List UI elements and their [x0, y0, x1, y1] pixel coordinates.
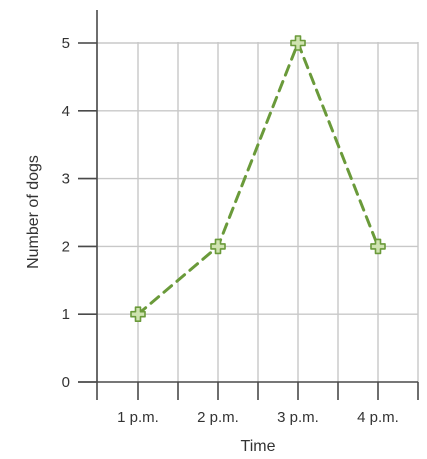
plus-icon	[290, 35, 306, 51]
y-tick-label: 3	[62, 171, 70, 188]
plus-icon	[370, 238, 386, 255]
x-tick-label: 3 p.m.	[277, 409, 319, 426]
plus-icon	[130, 306, 146, 323]
y-tick-label: 2	[62, 238, 70, 255]
x-axis-ticks: 1 p.m. 2 p.m. 3 p.m. 4 p.m.	[96, 382, 419, 426]
plus-icon	[210, 238, 226, 255]
x-axis-title: Time	[241, 438, 276, 455]
series-line	[136, 38, 380, 316]
y-tick-label: 5	[62, 35, 70, 52]
data-points	[130, 35, 386, 323]
y-tick-label: 1	[62, 306, 70, 323]
data-point-plus-marker	[210, 238, 226, 255]
data-point-plus-marker	[370, 238, 386, 255]
data-point-plus-marker	[130, 306, 146, 323]
gridlines	[78, 42, 419, 382]
y-axis-ticks: 0 1 2 3 4 5	[62, 35, 97, 391]
axes	[78, 10, 418, 383]
y-tick-label: 0	[62, 374, 70, 391]
data-point-plus-marker	[290, 35, 306, 51]
x-tick-label: 1 p.m.	[117, 409, 159, 426]
series-polyline	[136, 38, 380, 316]
x-tick-label: 2 p.m.	[197, 409, 239, 426]
y-tick-label: 4	[62, 103, 70, 120]
y-axis-title: Number of dogs	[25, 155, 42, 269]
x-tick-label: 4 p.m.	[357, 409, 399, 426]
